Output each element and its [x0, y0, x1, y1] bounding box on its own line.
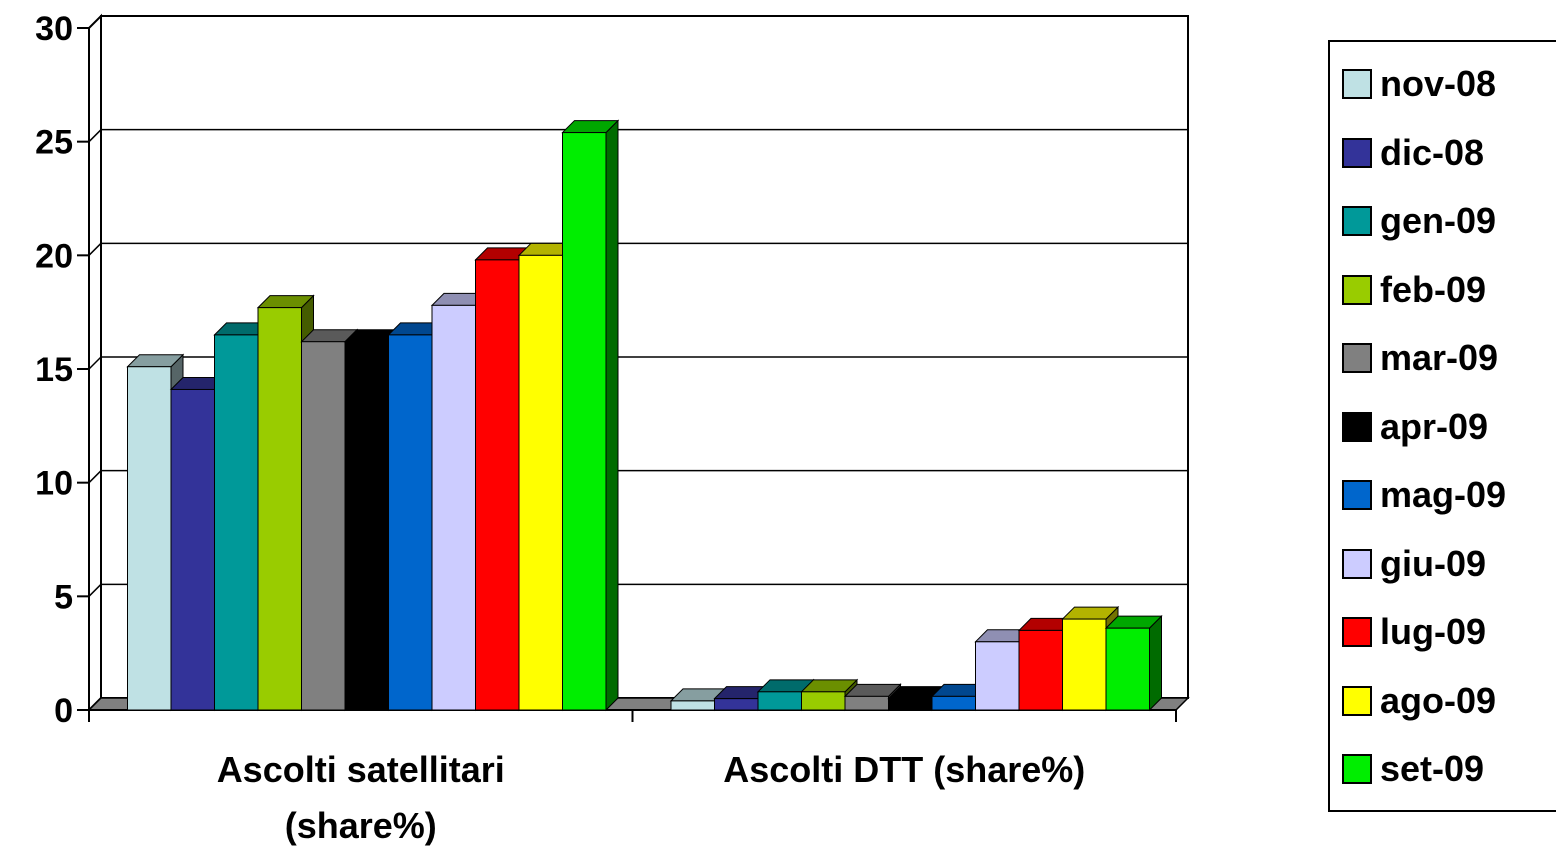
y-tick-label: 20 — [35, 237, 73, 275]
x-category-label: (share%) — [285, 805, 437, 846]
bar-front — [888, 698, 933, 711]
legend-item: lug-09 — [1342, 602, 1486, 662]
bar-side — [605, 119, 619, 712]
bar-front — [562, 132, 607, 711]
legend-label: set-09 — [1380, 748, 1485, 789]
legend-item: apr-09 — [1342, 397, 1488, 457]
bar-front — [475, 259, 520, 711]
y-tick-label: 10 — [35, 465, 73, 503]
bar-front — [757, 691, 802, 711]
legend-label: nov-08 — [1380, 63, 1497, 104]
y-tick-label: 5 — [54, 578, 73, 616]
bar-giu-09-1 — [974, 628, 1033, 712]
bar-front — [1018, 629, 1063, 711]
legend-item: ago-09 — [1342, 671, 1496, 731]
legend-swatch — [1342, 343, 1372, 373]
bar-front — [388, 334, 433, 711]
legend-swatch — [1342, 274, 1372, 305]
legend-swatch — [1342, 617, 1372, 647]
bar-front — [801, 691, 846, 711]
gridline-side — [88, 15, 102, 29]
bar-front — [257, 307, 302, 711]
gridline-side — [88, 583, 102, 597]
legend-label: lug-09 — [1380, 611, 1487, 652]
legend-label: ago-09 — [1380, 679, 1497, 721]
bar-front — [1105, 627, 1150, 711]
x-category-label: Ascolti satellitari — [217, 749, 505, 790]
legend-swatch — [1342, 548, 1372, 579]
gridline-side — [88, 129, 102, 143]
bar-front — [518, 254, 563, 711]
legend-item: giu-09 — [1342, 534, 1486, 594]
legend-swatch — [1342, 411, 1372, 442]
y-tick-label: 30 — [35, 10, 73, 48]
legend-label: giu-09 — [1380, 542, 1487, 584]
legend-swatch — [1342, 685, 1372, 716]
legend-item: dic-08 — [1342, 123, 1484, 183]
bar-front — [931, 695, 976, 711]
bar-front — [170, 388, 215, 711]
legend-swatch — [1342, 480, 1372, 510]
legend-swatch — [1342, 206, 1372, 236]
bar-front — [714, 698, 759, 711]
bar-chart: 0 5 10 15 20 25 30 Ascolti satellitari (share%) A… — [35, 10, 1190, 846]
legend-label: mar-09 — [1380, 337, 1499, 378]
legend-item: mar-09 — [1342, 328, 1498, 388]
legend-label: feb-09 — [1380, 268, 1487, 310]
x-category-label: Ascolti DTT (share%) — [723, 749, 1085, 790]
legend-label: dic-08 — [1380, 131, 1485, 173]
y-tick-label: 0 — [54, 692, 73, 730]
bar-front — [431, 304, 476, 711]
bar-front — [670, 700, 715, 711]
bar-front — [127, 366, 172, 711]
bar-front — [1062, 618, 1107, 711]
legend-swatch — [1342, 69, 1372, 99]
gridline-side — [88, 242, 102, 256]
legend-item: feb-09 — [1342, 260, 1486, 320]
gridline-side — [88, 470, 102, 484]
bar-side — [1149, 614, 1162, 712]
bar-front — [344, 341, 389, 711]
bar-front — [301, 341, 346, 711]
gridline-side — [88, 356, 102, 370]
y-tick-label: 25 — [35, 124, 73, 162]
legend-item: gen-09 — [1342, 191, 1496, 251]
legend-swatch — [1342, 137, 1372, 168]
bar-set-09-1 — [1104, 614, 1163, 712]
bar-front — [214, 334, 259, 711]
legend-label: mag-09 — [1380, 474, 1507, 515]
legend-item: nov-08 — [1342, 54, 1496, 114]
bar-set-09-0 — [561, 119, 620, 712]
labels: 0 5 10 15 20 25 30 Ascolti satellitari (share%) A… — [35, 10, 1085, 846]
legend-item: set-09 — [1342, 739, 1484, 799]
legend-item: mag-09 — [1342, 465, 1506, 525]
bar-front — [844, 695, 889, 711]
bar-front — [975, 641, 1020, 711]
bars — [126, 119, 1163, 712]
y-tick-label: 15 — [35, 351, 73, 389]
legend-label: gen-09 — [1380, 200, 1497, 241]
legend: nov-08 dic-08 gen-09 feb-09 mar-09 apr-09 mag-… — [1328, 40, 1556, 812]
legend-swatch — [1342, 754, 1372, 784]
legend-label: apr-09 — [1380, 405, 1489, 447]
